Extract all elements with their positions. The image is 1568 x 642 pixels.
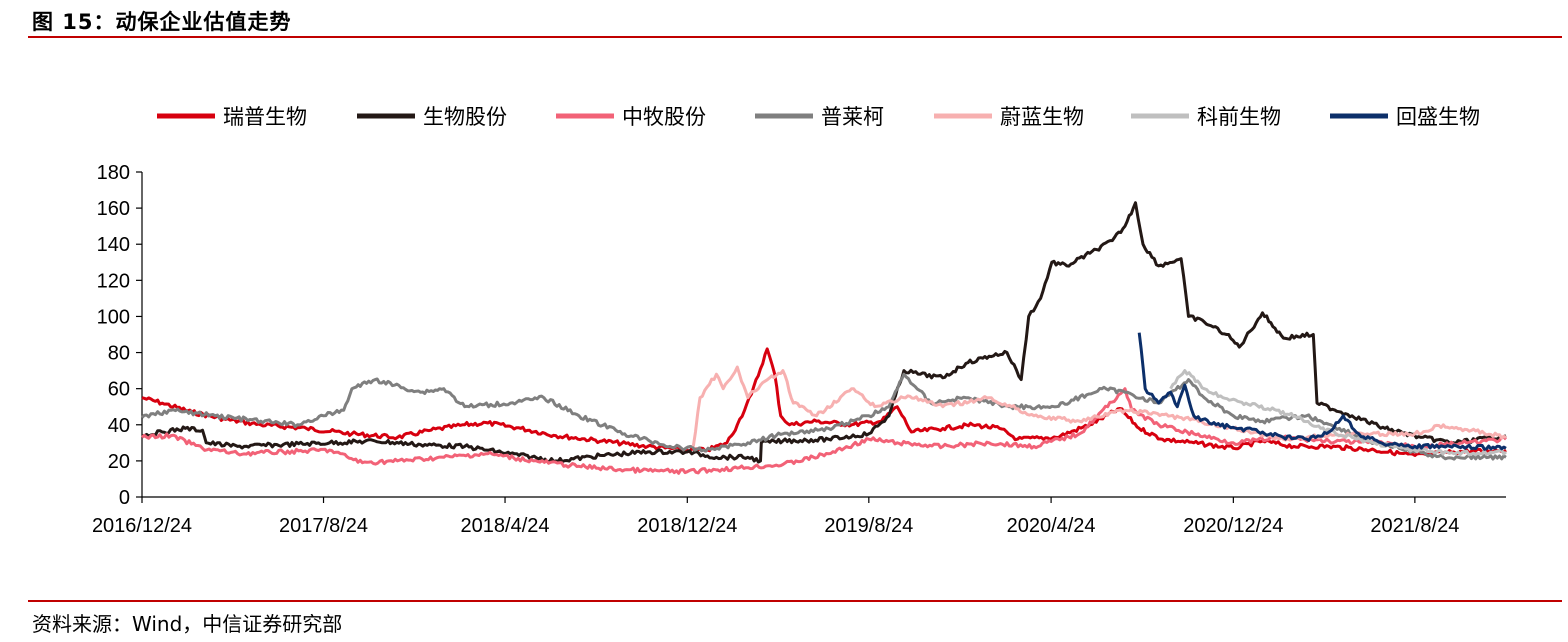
x-tick-label: 2020/12/24: [1183, 515, 1283, 537]
x-tick-label: 2019/8/24: [824, 515, 913, 537]
y-tick-label: 140: [97, 234, 130, 256]
chart-title: 图 15：动保企业估值走势: [32, 10, 292, 34]
legend-item: 蔚蓝生物: [934, 105, 1084, 129]
x-tick-label: 2018/12/24: [637, 515, 737, 537]
y-axis: 0 20 40 60 80 100 120 140 160 180: [97, 162, 143, 509]
y-tick-label: 0: [119, 487, 130, 509]
legend: 瑞普生物 生物股份 中牧股份 普莱柯 蔚蓝生物 科前生物 回盛生物: [157, 105, 1480, 129]
x-axis: 2016/12/24 2017/8/24 2018/4/24 2018/12/24 20…: [92, 496, 1506, 537]
title-divider: [28, 36, 1562, 38]
y-tick-label: 180: [97, 162, 130, 184]
legend-item: 中牧股份: [556, 105, 706, 129]
x-tick-label: 2020/4/24: [1007, 515, 1096, 537]
legend-label: 科前生物: [1197, 105, 1281, 129]
y-tick-label: 60: [108, 379, 130, 401]
legend-item: 普莱柯: [755, 105, 884, 129]
y-tick-label: 100: [97, 306, 130, 328]
y-tick-label: 160: [97, 198, 130, 220]
legend-item: 瑞普生物: [157, 105, 307, 129]
series-line: [140, 372, 1507, 461]
legend-item: 生物股份: [357, 105, 507, 129]
plot-area: [140, 201, 1508, 475]
y-tick-label: 80: [108, 343, 130, 365]
legend-item: 科前生物: [1131, 105, 1281, 129]
x-tick-label: 2016/12/24: [92, 515, 192, 537]
legend-label: 生物股份: [423, 105, 507, 129]
legend-label: 瑞普生物: [223, 105, 307, 129]
x-tick-label: 2018/4/24: [461, 515, 550, 537]
series-line: [141, 201, 1507, 464]
legend-label: 回盛生物: [1396, 105, 1480, 129]
y-tick-label: 40: [108, 415, 130, 437]
legend-label: 中牧股份: [622, 105, 706, 129]
x-tick-label: 2017/8/24: [279, 515, 368, 537]
series-line: [141, 347, 1507, 457]
legend-label: 蔚蓝生物: [1000, 105, 1084, 129]
y-tick-label: 120: [97, 270, 130, 292]
legend-item: 回盛生物: [1330, 105, 1480, 129]
source-note: 资料来源：Wind，中信证券研究部: [32, 612, 343, 636]
series-line: [691, 365, 1507, 447]
x-tick-label: 2021/8/24: [1370, 515, 1459, 537]
footer-divider: [28, 600, 1562, 602]
series-line: [1137, 332, 1507, 451]
series-line: [1169, 369, 1508, 457]
y-tick-label: 20: [108, 451, 130, 473]
legend-label: 普莱柯: [821, 105, 884, 129]
